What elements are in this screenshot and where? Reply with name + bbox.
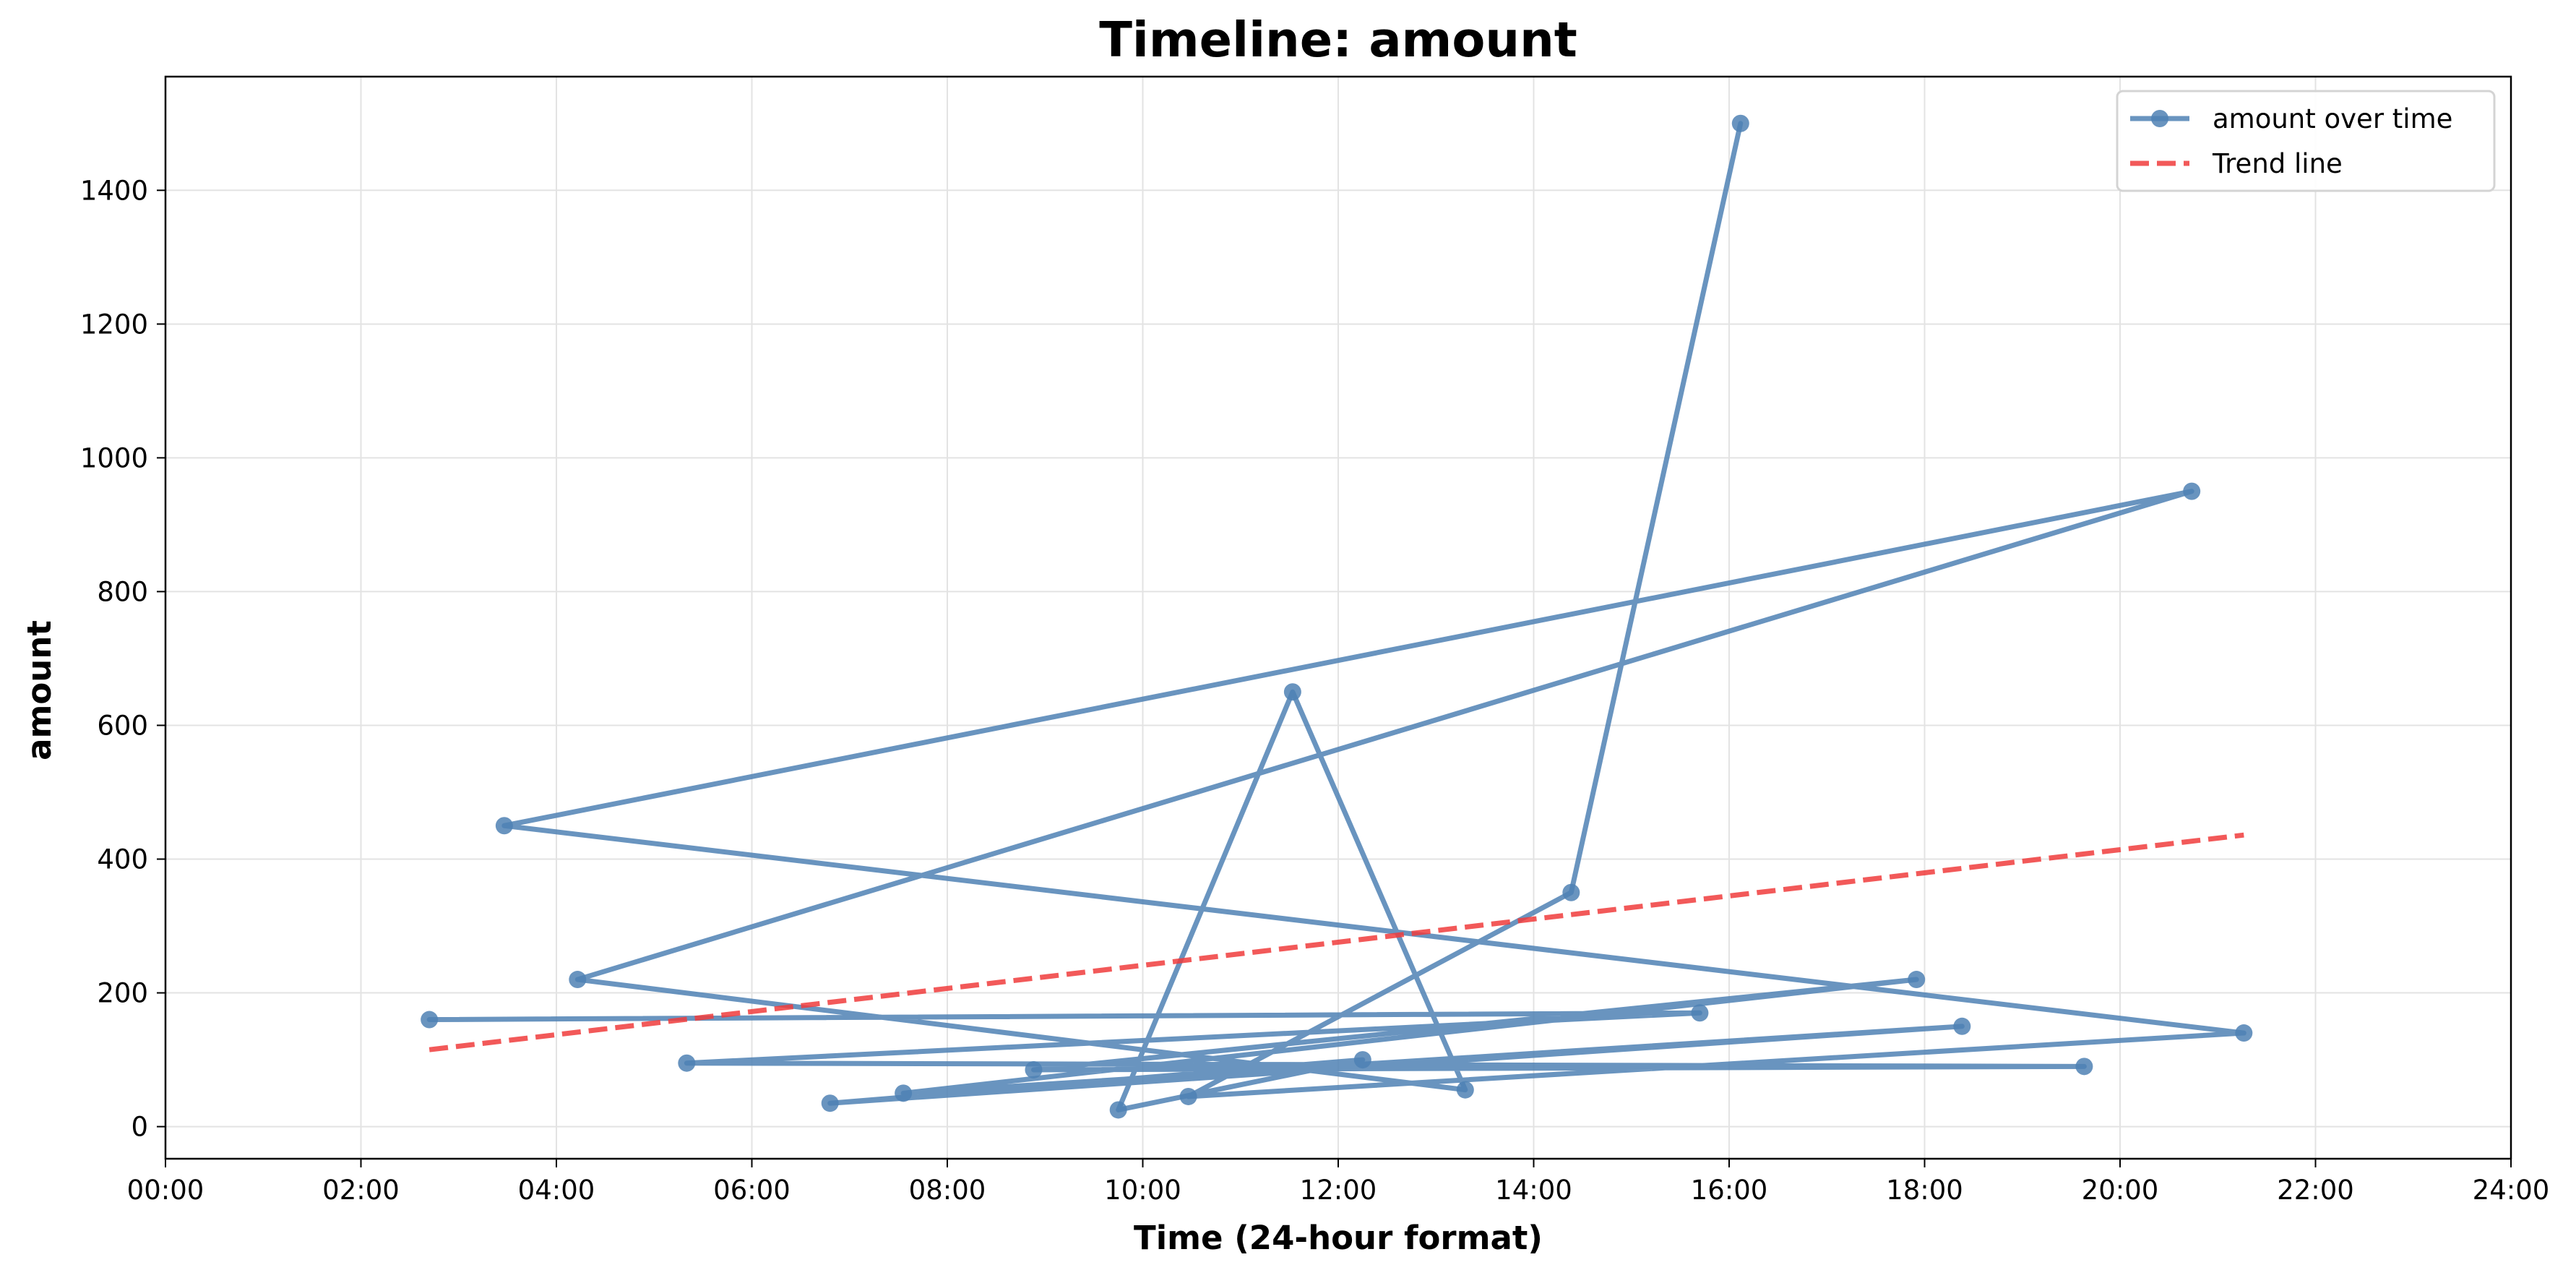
data-point (2235, 1024, 2253, 1042)
legend-series-label: amount over time (2213, 103, 2452, 134)
y-axis-ticks: 0 200 400 600 800 1000 1200 1400 (80, 175, 165, 1143)
x-tick-label: 16:00 (1691, 1175, 1768, 1206)
x-tick-label: 04:00 (518, 1175, 595, 1206)
y-tick-label: 0 (131, 1112, 148, 1143)
y-tick-label: 1400 (80, 175, 148, 206)
data-point (1908, 971, 1926, 989)
x-axis-ticks: 00:00 02:00 04:00 06:00 08:00 10:00 12:00 14:00… (127, 1159, 2550, 1206)
data-point (1456, 1081, 1474, 1099)
data-point (1953, 1017, 1971, 1035)
grid (165, 77, 2512, 1159)
y-tick-label: 800 (97, 576, 148, 607)
data-point (1731, 114, 1749, 132)
x-tick-label: 18:00 (1886, 1175, 1963, 1206)
data-point (2075, 1058, 2093, 1076)
chart-title: Timeline: amount (1099, 12, 1577, 68)
y-tick-label: 400 (97, 844, 148, 875)
data-point (1109, 1101, 1127, 1119)
series-layer (421, 114, 2253, 1119)
legend: amount over time Trend line (2116, 90, 2496, 192)
data-point (1179, 1087, 1197, 1105)
data-point (2183, 482, 2201, 500)
x-tick-label: 20:00 (2082, 1175, 2159, 1206)
x-tick-label: 08:00 (909, 1175, 986, 1206)
data-point (678, 1054, 696, 1072)
x-tick-label: 22:00 (2277, 1175, 2354, 1206)
x-tick-label: 12:00 (1300, 1175, 1377, 1206)
x-axis-label: Time (24-hour format) (1134, 1219, 1543, 1257)
y-tick-label: 200 (97, 978, 148, 1009)
data-point (895, 1084, 913, 1102)
data-point (1691, 1004, 1709, 1022)
data-point (821, 1094, 839, 1112)
y-tick-label: 1000 (80, 442, 148, 473)
data-point (495, 817, 513, 835)
trend-layer (428, 832, 2244, 1052)
x-tick-label: 06:00 (713, 1175, 791, 1206)
x-tick-label: 24:00 (2473, 1175, 2550, 1206)
data-point (421, 1011, 439, 1029)
y-axis-label: amount (20, 620, 59, 760)
x-tick-label: 10:00 (1104, 1175, 1181, 1206)
trend-line (428, 832, 2244, 1052)
x-tick-label: 00:00 (127, 1175, 204, 1206)
data-point (1025, 1060, 1043, 1078)
legend-series-marker (2151, 110, 2168, 127)
y-tick-label: 600 (97, 710, 148, 741)
legend-trend-label: Trend line (2212, 148, 2343, 179)
data-point (1353, 1051, 1371, 1069)
legend-box (2116, 90, 2496, 192)
series-line-amount-over-time (426, 121, 2247, 1112)
data-point (569, 971, 587, 989)
x-tick-label: 14:00 (1495, 1175, 1572, 1206)
x-tick-label: 02:00 (322, 1175, 400, 1206)
data-point (1562, 883, 1580, 901)
data-point (1283, 683, 1301, 701)
y-tick-label: 1200 (80, 309, 148, 340)
